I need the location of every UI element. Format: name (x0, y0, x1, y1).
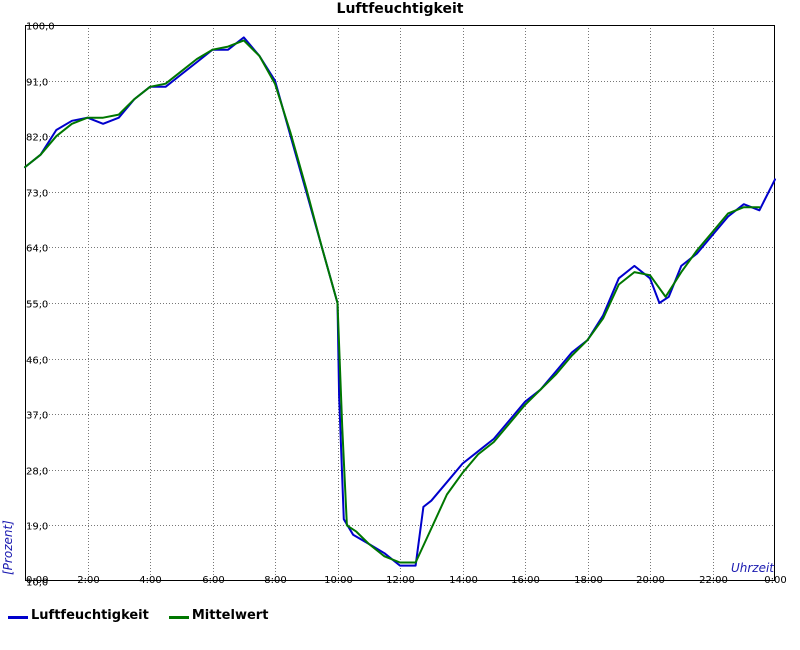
x-tick-label: 18:00 (574, 575, 603, 586)
x-tick-label: 12:00 (386, 575, 415, 586)
series-layer (24, 36, 776, 567)
series-line-humidity (24, 36, 776, 567)
y-tick-label: 91,0 (26, 78, 48, 89)
legend-item-humidity: Luftfeuchtigkeit (8, 608, 149, 623)
series-line-average (24, 39, 761, 564)
legend-swatch-average (168, 615, 189, 619)
x-tick-label: 2:00 (77, 575, 99, 586)
x-tick-label: 10:00 (324, 575, 353, 586)
y-tick-label: 10,0 (26, 578, 48, 589)
y-tick-label: 73,0 (26, 189, 48, 200)
y-tick-label: 55,0 (26, 300, 48, 311)
x-tick-label: 14:00 (449, 575, 478, 586)
y-axis-label: [Prozent] (1, 520, 15, 575)
chart-title: Luftfeuchtigkeit (337, 1, 464, 17)
x-tick-label: 0:00 (764, 575, 786, 586)
y-axis-ticks: 10,0 19,0 28,0 37,0 46,0 55,0 64,0 73,0 82,0 91,0… (26, 22, 55, 589)
x-axis-label: Uhrzeit (731, 561, 775, 575)
x-tick-label: 6:00 (202, 575, 224, 586)
y-tick-label: 64,0 (26, 244, 48, 255)
x-tick-label: 16:00 (511, 575, 540, 586)
legend-label-average: Mittelwert (191, 608, 269, 623)
x-tick-label: 4:00 (139, 575, 161, 586)
plot-frame (25, 25, 775, 581)
y-tick-label: 82,0 (26, 133, 48, 144)
legend-swatch-humidity (8, 615, 28, 619)
x-axis-ticks: 0:00 2:00 4:00 6:00 8:00 10:00 12:00 14:00 16:00… (26, 575, 787, 586)
x-tick-label: 22:00 (699, 575, 728, 586)
x-tick-label: 8:00 (264, 575, 286, 586)
y-tick-label: 100,0 (26, 22, 55, 33)
chart-legend: Luftfeuchtigkeit Mittelwert (8, 608, 268, 623)
x-tick-label: 0:00 (26, 575, 48, 586)
y-tick-label: 37,0 (26, 411, 48, 422)
x-tick-label: 20:00 (636, 575, 665, 586)
chart-grid (25, 25, 775, 581)
y-tick-label: 28,0 (26, 467, 48, 478)
y-tick-label: 46,0 (26, 356, 48, 367)
legend-item-average: Mittelwert (168, 608, 269, 623)
legend-label-humidity: Luftfeuchtigkeit (31, 608, 149, 623)
y-tick-label: 19,0 (26, 522, 48, 533)
